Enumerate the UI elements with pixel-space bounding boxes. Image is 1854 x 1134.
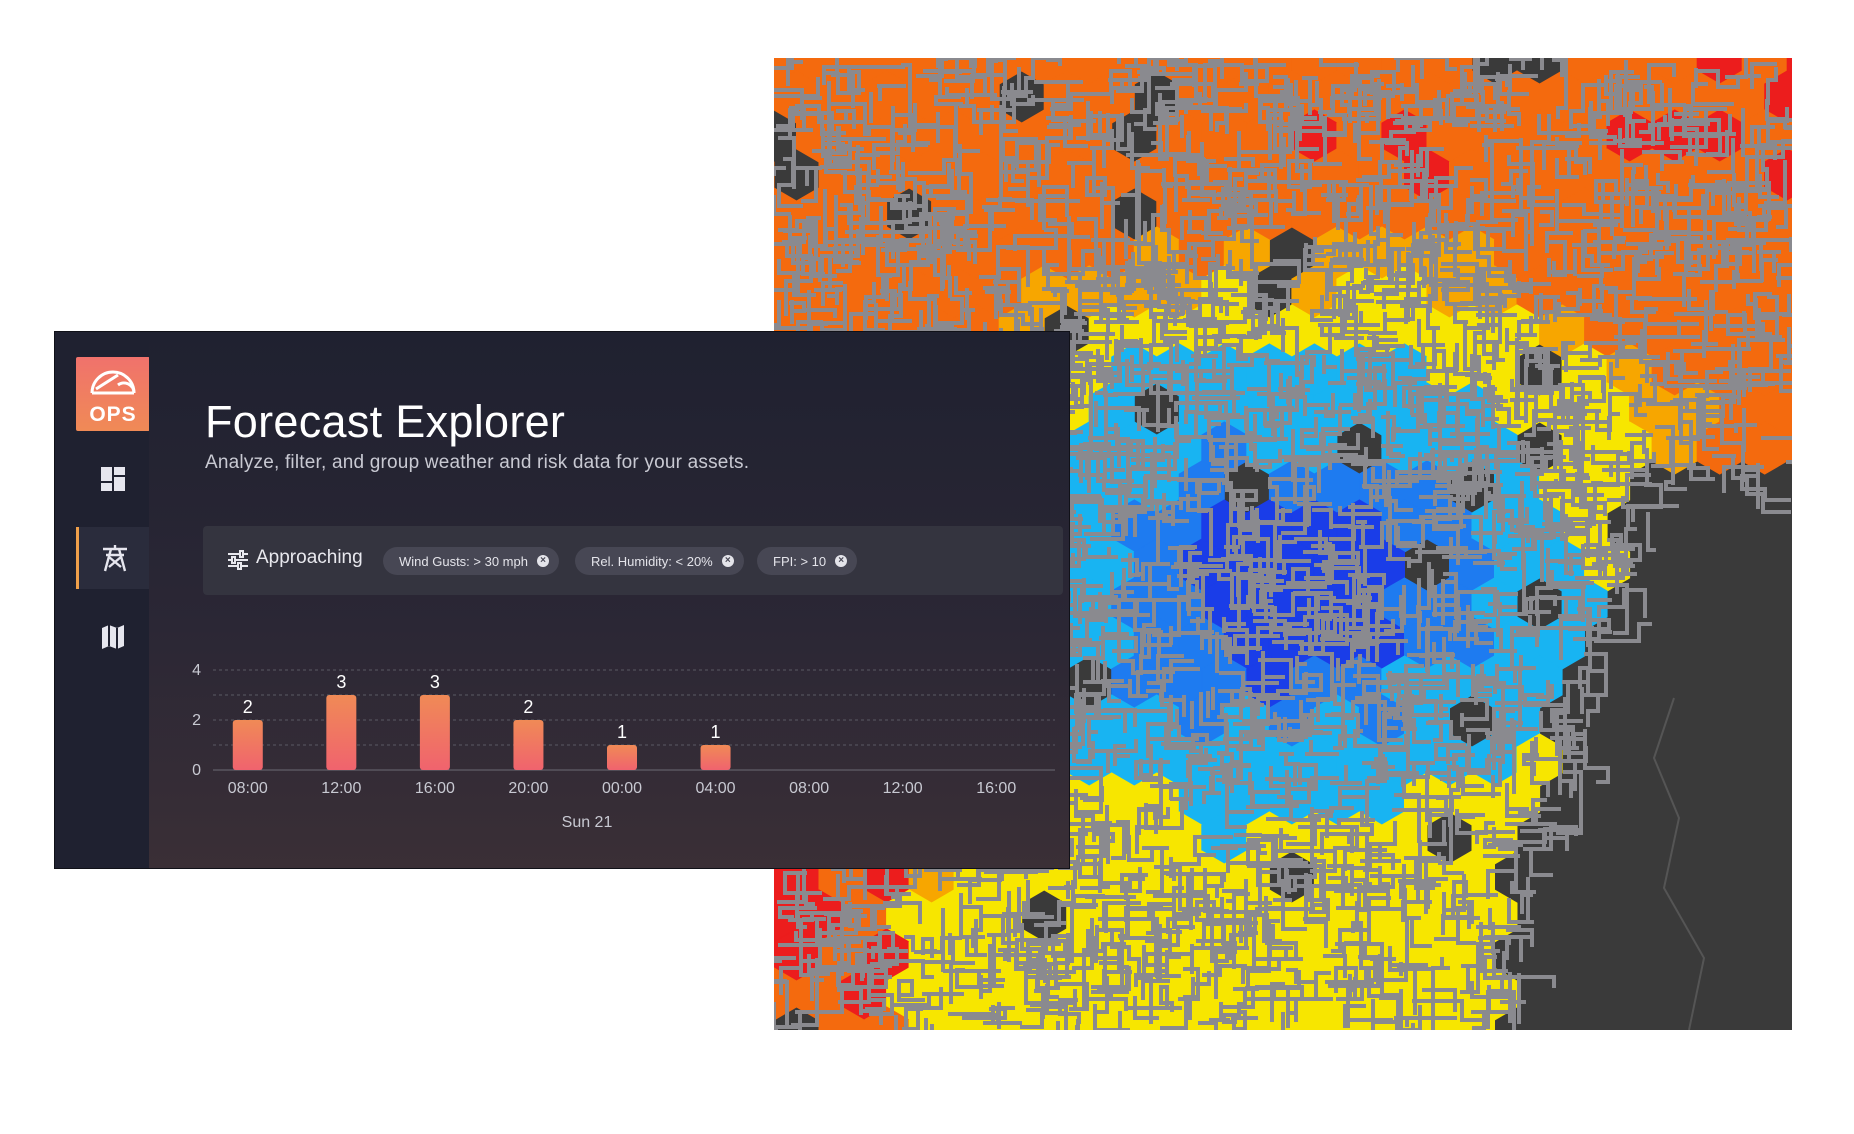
x-tick-label: 08:00 bbox=[789, 780, 829, 797]
app-logo[interactable]: OPS bbox=[76, 357, 150, 431]
chip-label: Rel. Humidity: < 20% bbox=[591, 553, 713, 569]
bar[interactable] bbox=[326, 695, 357, 770]
bar-value-label: 3 bbox=[430, 672, 440, 692]
x-tick-label: 04:00 bbox=[696, 780, 736, 797]
transmission-tower-icon bbox=[102, 545, 127, 572]
bar-value-label: 2 bbox=[243, 697, 253, 717]
chip-label: Wind Gusts: > 30 mph bbox=[399, 553, 528, 569]
sidebar-item-dashboard[interactable] bbox=[76, 448, 150, 510]
x-tick-label: 12:00 bbox=[321, 780, 361, 797]
y-tick-label: 0 bbox=[192, 762, 201, 779]
bar[interactable] bbox=[700, 745, 731, 770]
dashboard-icon bbox=[101, 467, 125, 491]
x-tick-label: 16:00 bbox=[976, 780, 1016, 797]
x-tick-label: 00:00 bbox=[602, 780, 642, 797]
x-axis-label: Sun 21 bbox=[562, 814, 613, 831]
sidebar-item-assets[interactable] bbox=[76, 527, 150, 589]
map-canvas[interactable] bbox=[774, 58, 1792, 1030]
bar[interactable] bbox=[607, 745, 637, 770]
forecast-explorer-window: OPS bbox=[54, 331, 1070, 869]
chip-label: FPI: > 10 bbox=[773, 553, 827, 569]
remove-chip-icon[interactable]: × bbox=[536, 555, 549, 567]
filter-chip-fpi[interactable]: FPI: > 10 × bbox=[757, 547, 858, 575]
bar-value-label: 1 bbox=[711, 722, 721, 742]
filter-group-label[interactable]: Approaching bbox=[256, 547, 363, 568]
main-content: Forecast Explorer Analyze, filter, and g… bbox=[149, 332, 1069, 868]
boundary-line bbox=[1652, 697, 1706, 1030]
remove-chip-icon[interactable]: × bbox=[835, 555, 848, 567]
map-icon bbox=[102, 625, 124, 649]
bar-value-label: 2 bbox=[523, 697, 533, 717]
filter-chip-rel-humidity[interactable]: Rel. Humidity: < 20% × bbox=[575, 547, 744, 575]
y-tick-label: 2 bbox=[192, 712, 201, 729]
filter-sliders-icon[interactable] bbox=[227, 550, 249, 570]
bar[interactable] bbox=[513, 720, 544, 770]
logo-text: OPS bbox=[89, 403, 137, 426]
remove-chip-icon[interactable]: × bbox=[721, 555, 734, 567]
bar[interactable] bbox=[419, 695, 450, 770]
bar[interactable] bbox=[232, 720, 263, 770]
page-subtitle: Analyze, filter, and group weather and r… bbox=[205, 452, 750, 473]
x-tick-label: 16:00 bbox=[415, 780, 455, 797]
filter-chip-wind-gusts[interactable]: Wind Gusts: > 30 mph × bbox=[383, 547, 559, 575]
x-tick-label: 12:00 bbox=[883, 780, 923, 797]
y-tick-label: 4 bbox=[192, 662, 201, 679]
sidebar-item-map[interactable] bbox=[76, 606, 150, 668]
bar-value-label: 1 bbox=[617, 722, 627, 742]
page-title: Forecast Explorer bbox=[205, 396, 566, 447]
risk-hexbin-map[interactable] bbox=[774, 58, 1792, 1030]
gauge-icon bbox=[90, 370, 136, 395]
x-tick-label: 08:00 bbox=[228, 780, 268, 797]
x-tick-label: 20:00 bbox=[508, 780, 548, 797]
filter-bar: Approaching Wind Gusts: > 30 mph × Rel. … bbox=[203, 526, 1063, 595]
sidebar: OPS bbox=[55, 332, 150, 868]
bar-value-label: 3 bbox=[336, 672, 346, 692]
forecast-bar-chart: 0 2 4 2 08:00 3 12:00 3 16:00 2 20:00 1 00:00 1 04:00 0… bbox=[192, 662, 1055, 831]
